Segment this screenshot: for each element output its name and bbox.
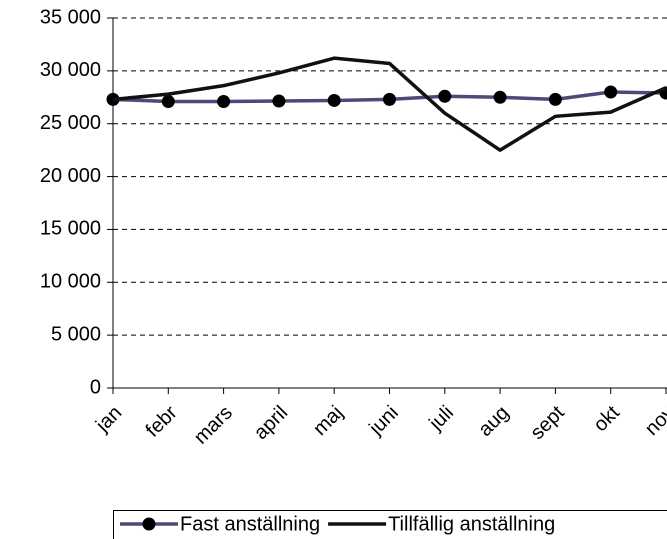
point	[161, 95, 175, 109]
y-tick-label: 20 000	[40, 165, 101, 187]
x-tick-label: mars	[190, 402, 237, 449]
legend-box	[113, 510, 667, 539]
point	[327, 93, 341, 107]
point	[383, 92, 396, 106]
y-tick-label: 5 000	[51, 323, 101, 345]
x-tick-label: febr	[142, 401, 182, 441]
y-tick-label: 10 000	[40, 271, 101, 293]
x-tick-label: juli	[425, 402, 459, 436]
y-tick-label: 30 000	[40, 59, 101, 81]
x-tick-label: nov	[641, 402, 667, 440]
x-tick-label: maj	[309, 402, 347, 440]
y-tick-label: 0	[90, 376, 101, 398]
series-line	[112, 56, 667, 152]
y-tick-label: 15 000	[40, 218, 101, 240]
point	[548, 92, 562, 106]
point	[604, 85, 618, 99]
point	[493, 90, 507, 104]
y-tick-label: 35 000	[40, 6, 101, 28]
x-tick-label: juni	[364, 402, 402, 440]
legend-marker	[142, 517, 156, 531]
x-tick-label: jan	[91, 402, 126, 437]
x-tick-label: april	[250, 402, 292, 444]
x-tick-label: okt	[590, 401, 625, 436]
y-tick-label: 25 000	[40, 112, 101, 134]
x-tick-label: aug	[474, 402, 513, 441]
legend-label: Tillfällig anställning	[388, 513, 555, 535]
x-tick-label: sept	[526, 401, 569, 444]
legend-label: Fast anställning	[180, 513, 320, 535]
point	[217, 95, 231, 109]
point	[272, 94, 286, 108]
point	[438, 89, 452, 103]
